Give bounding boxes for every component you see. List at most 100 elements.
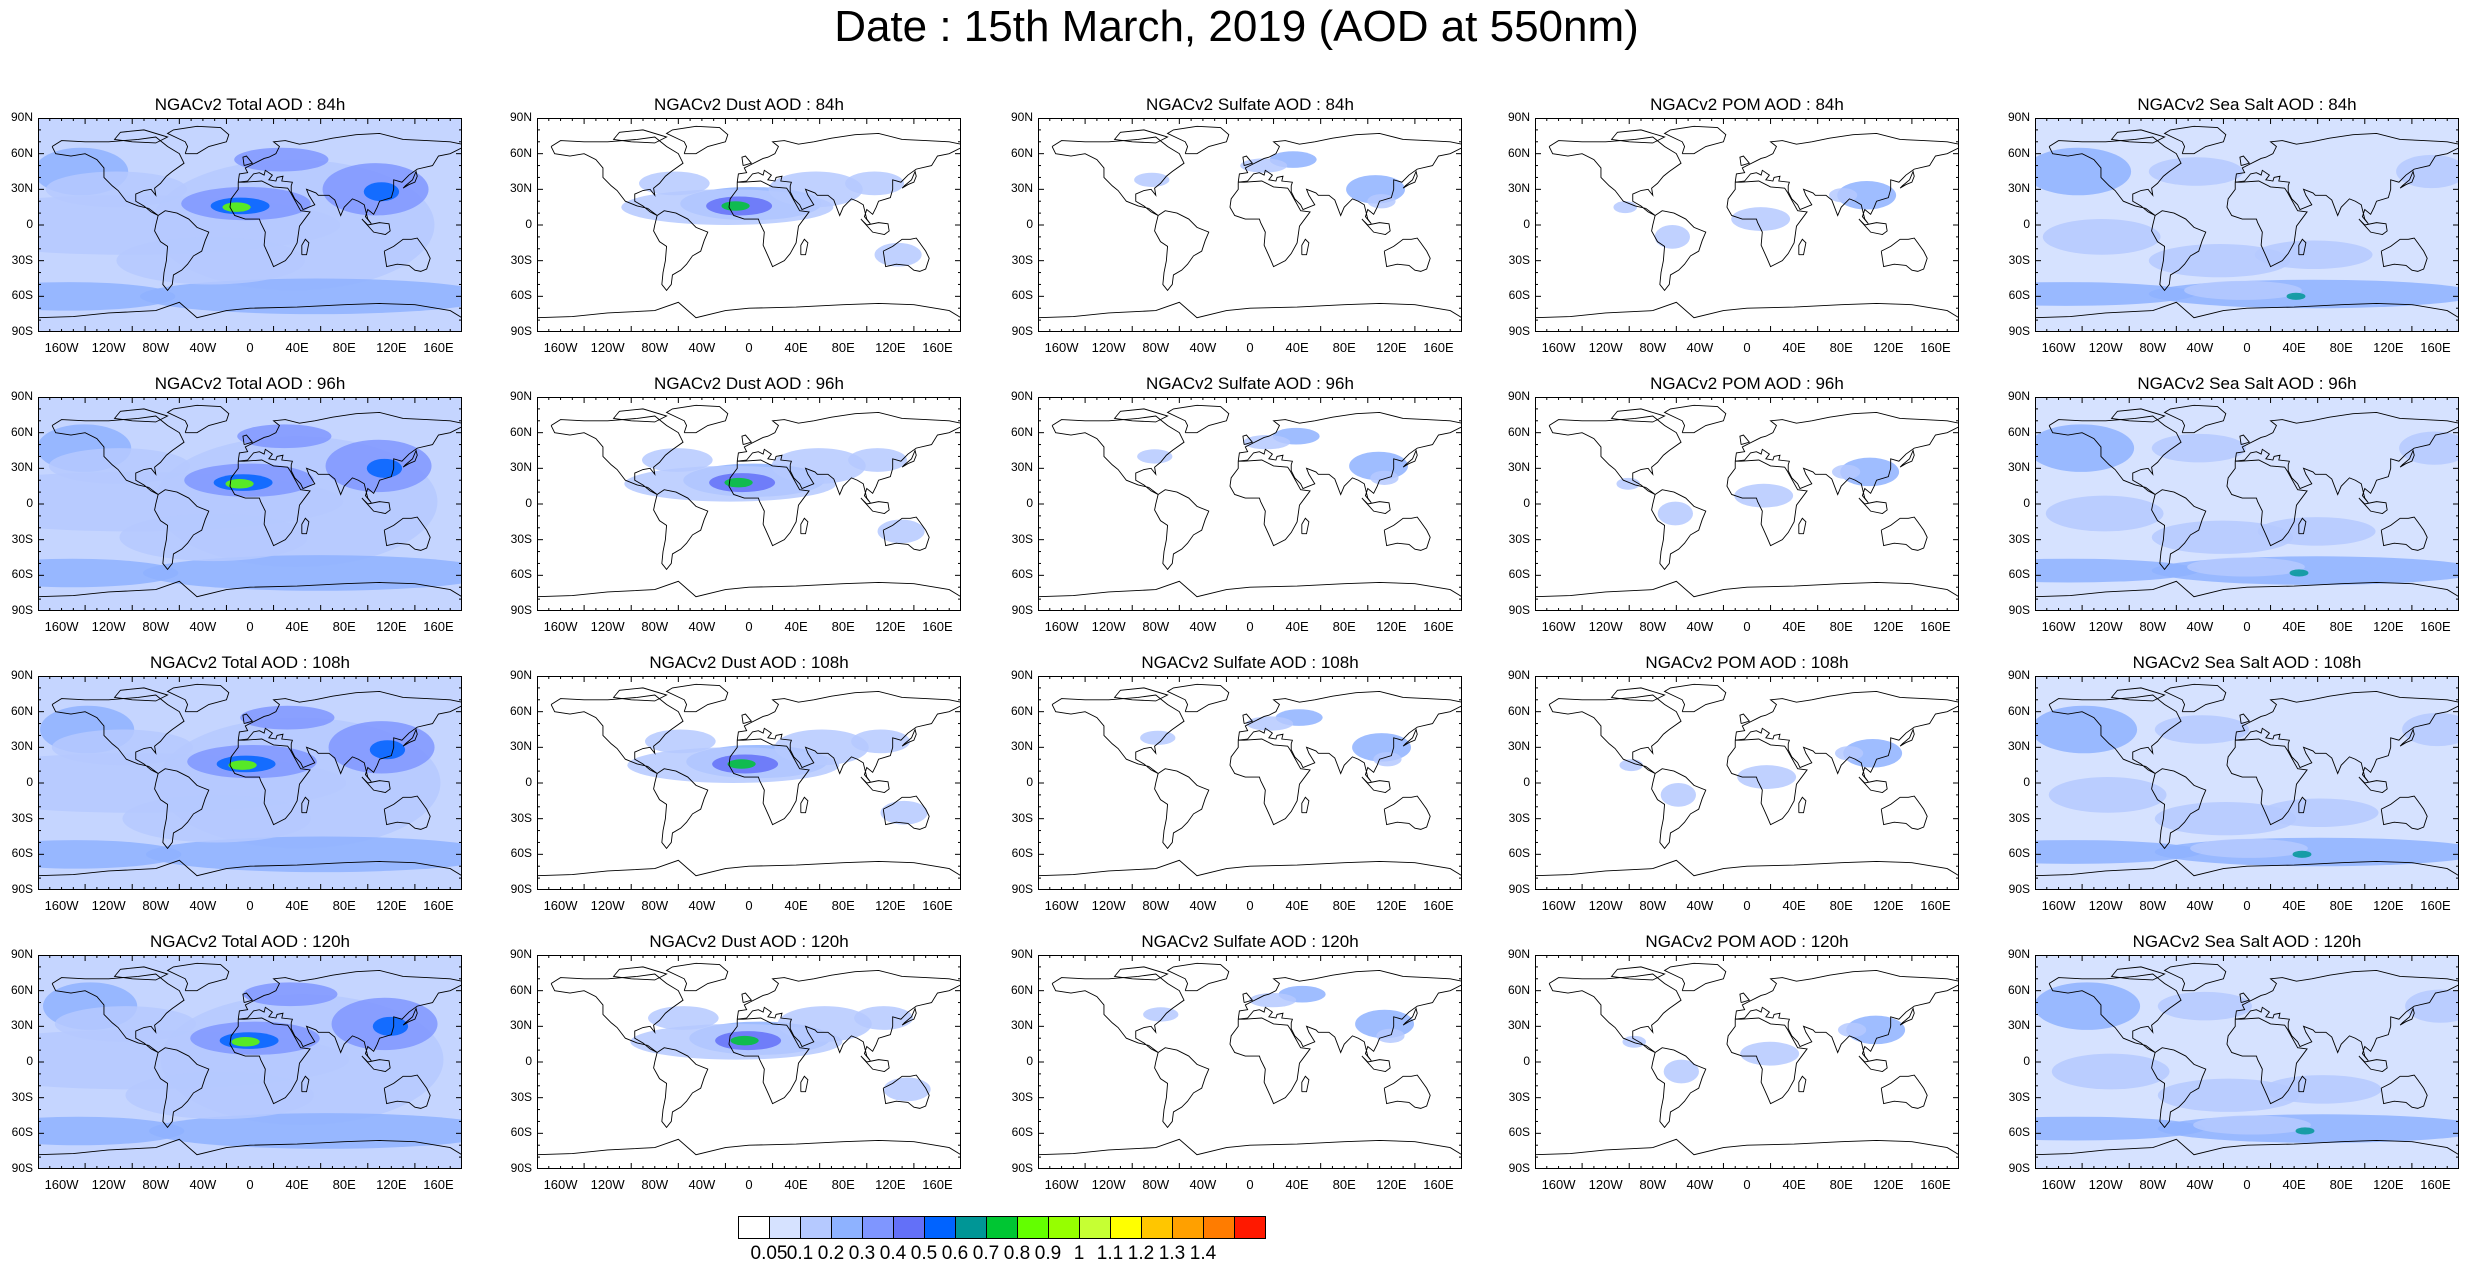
lon-tick-label: 80E	[2329, 898, 2353, 913]
lon-tick-label: 40E	[1782, 619, 1806, 634]
coastline	[2380, 237, 2428, 272]
lat-tick-label: 90N	[1507, 389, 1530, 403]
lat-tick-label: 0	[2023, 1054, 2030, 1068]
aerosol-field	[2157, 1078, 2300, 1112]
aerosol-field	[648, 1006, 719, 1030]
lon-tick-label: 120E	[376, 340, 407, 355]
lon-tick-label: 160E	[2420, 619, 2451, 634]
coastline	[741, 992, 753, 1003]
coastline	[2151, 768, 2207, 850]
coastline	[1880, 516, 1928, 551]
aerosol-field	[2035, 424, 2135, 472]
aerosol-field	[639, 171, 710, 196]
lat-tick-label: 30S	[1011, 252, 1033, 267]
colorbar-label: 1.4	[1189, 1243, 1217, 1264]
lon-tick-label: 120W	[91, 898, 126, 913]
aerosol-field	[38, 1116, 185, 1146]
coastline	[1038, 859, 1462, 877]
lon-tick-label: 120W	[1091, 340, 1126, 355]
aerosol-field	[1622, 1035, 1646, 1048]
panel-title: NGACv2 Sulfate AOD : 84h	[1146, 95, 1354, 114]
coastline	[2399, 449, 2415, 468]
lon-tick-label: 120W	[91, 1177, 126, 1192]
coastline	[1899, 449, 1915, 468]
lat-tick-label: 60N	[2007, 703, 2030, 718]
lat-tick-label: 90S	[1508, 1161, 1530, 1175]
lon-tick-label: 0	[745, 340, 753, 355]
coastline	[154, 210, 210, 292]
aerosol-field	[1660, 783, 1696, 807]
coastline	[1734, 412, 1959, 504]
aerosol-field	[48, 448, 191, 484]
lat-tick-label: 30S	[1508, 810, 1530, 825]
coastline	[1383, 795, 1431, 830]
panel-title: NGACv2 Sulfate AOD : 96h	[1146, 374, 1354, 393]
lat-tick-label: 30S	[2008, 252, 2030, 267]
aerosol-field	[642, 448, 713, 472]
lat-tick-label: 60N	[1507, 424, 1530, 439]
coastline	[1610, 966, 1666, 981]
lat-tick-label: 0	[2023, 217, 2030, 231]
coastline	[1734, 970, 1959, 1062]
aerosol-field	[724, 477, 753, 488]
lat-tick-label: 90S	[510, 603, 532, 617]
lon-tick-label: 160W	[1044, 619, 1079, 634]
lon-tick-label: 160W	[44, 340, 79, 355]
coastline	[1899, 728, 1915, 747]
lat-tick-label: 0	[26, 1054, 33, 1068]
lat-tick-label: 0	[26, 496, 33, 510]
lon-tick-label: 80E	[2329, 340, 2353, 355]
coastline	[1739, 992, 1751, 1003]
lon-tick-label: 40E	[285, 340, 309, 355]
lon-tick-label: 160E	[423, 1177, 454, 1192]
colorbar-label: 0.2	[817, 1243, 845, 1264]
lon-tick-label: 40W	[2186, 898, 2214, 913]
colorbar-label: 1.2	[1127, 1243, 1155, 1264]
lat-tick-label: 90N	[10, 110, 33, 124]
lon-tick-label: 160W	[543, 1177, 578, 1192]
aerosol-field	[369, 740, 406, 760]
lon-tick-label: 0	[1743, 898, 1751, 913]
coastline	[2163, 683, 2227, 713]
lat-tick-label: 30S	[510, 810, 532, 825]
coastline	[383, 516, 431, 551]
lat-tick-label: 90S	[11, 1161, 33, 1175]
coastline	[653, 768, 709, 850]
aerosol-field	[2035, 982, 2141, 1030]
coastline	[1402, 1007, 1418, 1026]
map-panel	[537, 397, 961, 611]
coastline	[2234, 133, 2459, 225]
aerosol-field	[845, 171, 904, 196]
coastline	[1229, 180, 1311, 268]
lat-tick-label: 30S	[1011, 1089, 1033, 1104]
coastline	[1361, 1055, 1391, 1072]
coastline	[736, 691, 961, 783]
aerosol-field	[122, 794, 311, 843]
lon-tick-label: 160E	[2420, 898, 2451, 913]
lon-tick-label: 0	[2243, 1177, 2251, 1192]
aerosol-field	[1367, 194, 1396, 209]
colorbar-swatch	[986, 1216, 1018, 1239]
colorbar-label: 0.8	[1003, 1243, 1031, 1264]
coastline	[1739, 155, 1751, 166]
coastline	[1383, 1074, 1431, 1109]
coastline	[2239, 992, 2251, 1003]
aerosol-field	[2148, 157, 2243, 186]
coastline	[2163, 125, 2227, 155]
lat-tick-label: 60N	[1010, 982, 1033, 997]
coastline	[1237, 412, 1462, 504]
aerosol-field	[1134, 172, 1170, 187]
coastline	[736, 133, 961, 225]
lon-tick-label: 120E	[875, 340, 906, 355]
coastline	[1361, 218, 1391, 235]
coastline	[1361, 776, 1391, 793]
coastline	[1651, 489, 1707, 571]
lon-tick-label: 120E	[1376, 619, 1407, 634]
aerosol-field	[2260, 798, 2379, 827]
aerosol-field	[240, 705, 335, 730]
lon-tick-label: 40E	[2282, 340, 2306, 355]
aerosol-field	[1140, 730, 1176, 745]
lon-tick-label: 40E	[2282, 619, 2306, 634]
aerosol-field	[149, 1113, 462, 1149]
map-panel	[2035, 397, 2459, 611]
